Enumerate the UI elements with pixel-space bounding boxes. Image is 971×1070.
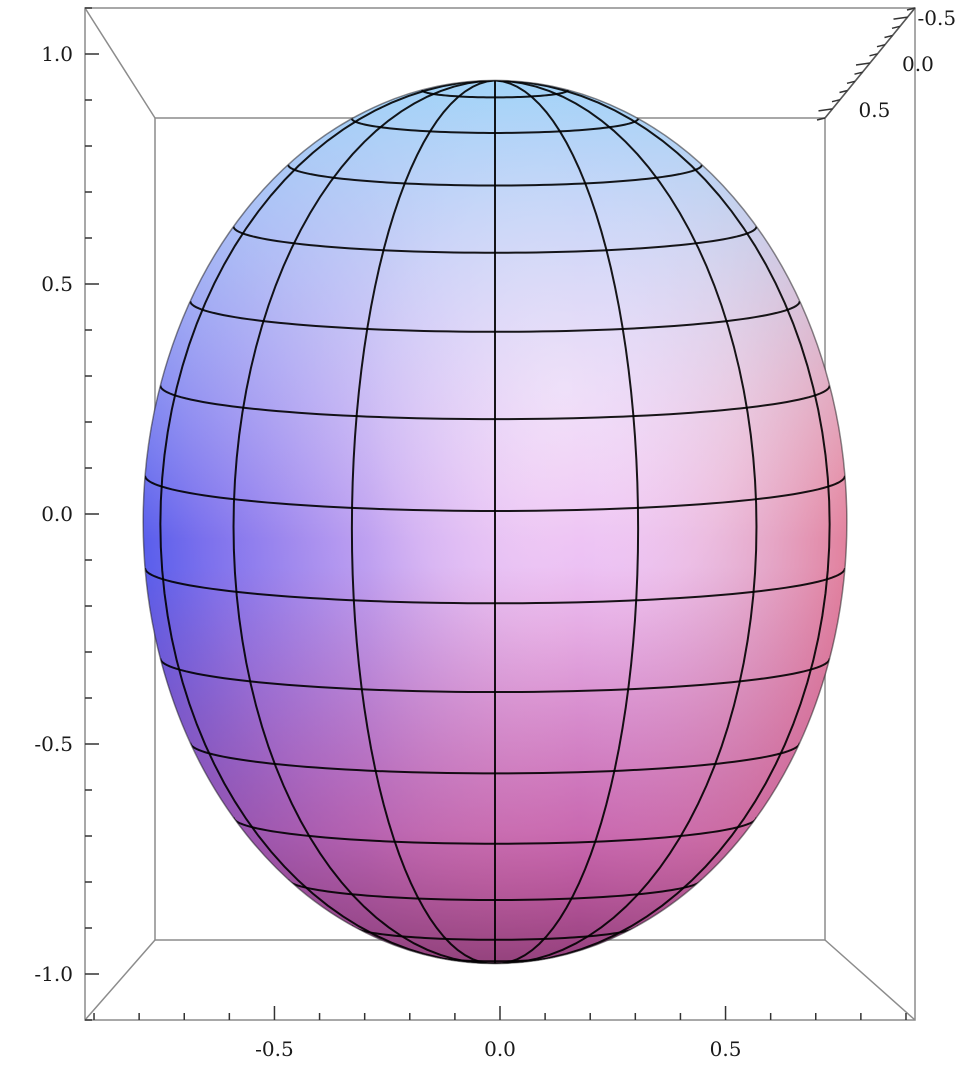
mesh-meridian — [232, 80, 496, 964]
depth-major-tick — [818, 108, 833, 112]
mesh-parallel — [420, 89, 570, 99]
depth-minor-tick — [846, 80, 856, 85]
ellipsoid-mesh — [142, 79, 848, 965]
depth-minor-tick — [839, 89, 848, 94]
x-tick-label: 0.5 — [710, 1037, 742, 1061]
box-edge-top-left — [84, 7, 156, 119]
depth-major-tick — [893, 16, 908, 20]
mesh-parallel — [159, 658, 831, 694]
ellipsoid-outline — [142, 79, 848, 965]
x-tick-label: -0.5 — [255, 1037, 294, 1061]
vertical-tick-label: -0.5 — [34, 732, 73, 756]
depth-tick-label: 0.0 — [902, 52, 934, 76]
depth-minor-tick — [831, 98, 841, 103]
mesh-meridian — [494, 80, 831, 964]
mesh-meridian — [494, 80, 758, 964]
depth-minor-tick — [854, 71, 863, 75]
depth-minor-tick — [884, 34, 893, 39]
vertical-tick-label: 1.0 — [41, 42, 73, 66]
depth-minor-tick — [876, 43, 886, 48]
depth-major-tick — [855, 62, 871, 66]
mesh-parallel — [287, 879, 703, 902]
mesh-parallel — [159, 385, 831, 421]
box-edge-bottom-left — [84, 939, 156, 1021]
mesh-meridian — [159, 80, 496, 964]
mesh-parallel — [232, 817, 758, 845]
depth-minor-tick — [816, 117, 826, 121]
vertical-tick-label: 0.0 — [41, 502, 73, 526]
depth-minor-tick — [906, 7, 916, 11]
mesh-meridian — [494, 80, 640, 964]
depth-minor-tick — [869, 53, 878, 57]
mesh-parallel — [189, 742, 801, 775]
mesh-parallel — [232, 226, 758, 254]
axes: -0.5 0.0 0.5 -1.0 -0.5 0.0 0.5 1.0 -0.5 0.0 0.5 — [34, 6, 956, 1061]
mesh-parallel — [350, 925, 640, 941]
mesh-parallel — [350, 118, 640, 134]
mesh-parallel — [144, 567, 846, 605]
mesh-meridian — [350, 80, 496, 964]
depth-tick-label: -0.5 — [918, 6, 957, 30]
x-tick-label: 0.0 — [484, 1037, 516, 1061]
vertical-tick-label: -1.0 — [34, 962, 73, 986]
mesh-parallel — [287, 164, 703, 187]
depth-minor-tick — [891, 25, 901, 30]
depth-tick-label: 0.5 — [859, 98, 891, 122]
mesh-parallel — [189, 301, 801, 333]
vertical-tick-label: 0.5 — [41, 272, 73, 296]
mesh-parallel — [144, 475, 846, 512]
box-edge-bottom-right — [824, 939, 916, 1021]
